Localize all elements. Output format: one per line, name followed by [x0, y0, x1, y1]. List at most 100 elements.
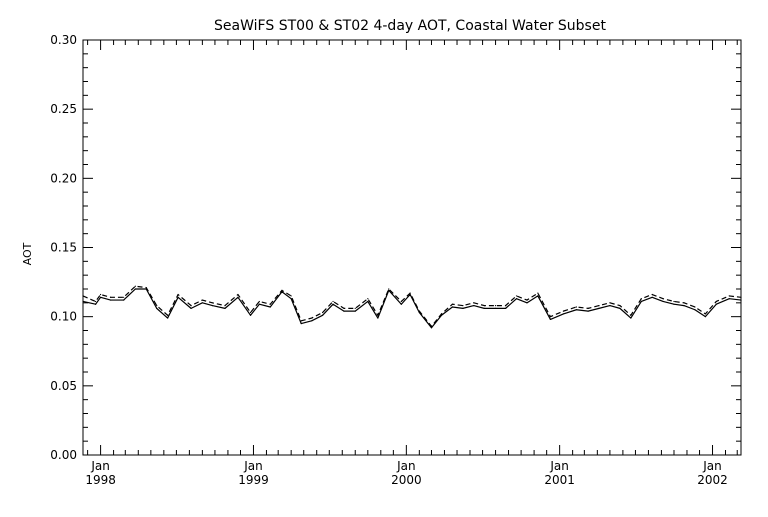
data-point-dashed: [211, 302, 214, 304]
y-tick-label: 0.20: [50, 171, 77, 185]
data-point-dashed: [526, 299, 528, 301]
data-point-dashed: [224, 305, 226, 307]
data-point-dashed: [598, 305, 600, 307]
data-point-dashed: [290, 295, 292, 297]
data-point-dashed: [249, 311, 252, 314]
x-tick-month-label: Jan: [549, 459, 569, 473]
x-tick-year-label: 2002: [697, 473, 728, 487]
data-point-solid: [94, 303, 97, 305]
data-point-solid: [575, 309, 577, 311]
data-point-dashed: [683, 302, 685, 304]
data-point-solid: [430, 327, 433, 329]
data-point-solid: [515, 298, 518, 300]
data-point-dashed: [156, 305, 158, 307]
data-point-solid: [715, 303, 717, 305]
data-point-solid: [526, 302, 528, 304]
data-point-dashed: [400, 300, 402, 303]
data-point-solid: [311, 320, 313, 322]
data-point-solid: [156, 307, 158, 309]
data-point-solid: [451, 306, 454, 308]
data-point-solid: [354, 310, 356, 312]
y-tick-label: 0.05: [50, 379, 77, 393]
data-point-dashed: [462, 305, 464, 307]
data-point-dashed: [123, 296, 125, 298]
data-point-dashed: [332, 300, 334, 303]
data-point-dashed: [494, 305, 497, 307]
data-point-dashed: [587, 307, 589, 309]
data-point-dashed: [201, 299, 203, 301]
data-point-dashed: [110, 296, 112, 298]
x-tick-month-label: Jan: [702, 459, 722, 473]
y-tick-label: 0.30: [50, 33, 77, 47]
y-tick-label: 0.00: [50, 448, 77, 462]
data-point-solid: [177, 296, 179, 298]
data-point-dashed: [673, 300, 675, 303]
data-point-solid: [110, 299, 112, 301]
data-point-dashed: [430, 325, 433, 327]
chart-title: SeaWiFS ST00 & ST02 4-day AOT, Coastal W…: [214, 18, 606, 34]
data-point-dashed: [321, 311, 324, 314]
data-point-solid: [462, 307, 464, 309]
data-point-dashed: [134, 285, 136, 287]
data-point-solid: [123, 299, 125, 301]
data-point-solid: [673, 303, 675, 305]
y-tick-label: 0.10: [50, 310, 77, 324]
data-point-dashed: [237, 293, 239, 296]
data-point-dashed: [549, 316, 552, 318]
data-point-dashed: [440, 313, 443, 315]
x-tick-month-label: Jan: [243, 459, 263, 473]
data-point-dashed: [662, 298, 664, 300]
data-point-solid: [211, 305, 214, 307]
data-point-dashed: [167, 314, 169, 316]
data-point-dashed: [483, 305, 485, 307]
data-point-dashed: [651, 293, 653, 296]
data-point-solid: [704, 316, 706, 318]
x-tick-month-label: Jan: [90, 459, 110, 473]
x-tick-year-label: 1999: [238, 473, 269, 487]
data-point-solid: [237, 296, 239, 298]
data-point-dashed: [575, 306, 577, 308]
data-point-dashed: [281, 289, 283, 291]
data-point-solid: [740, 299, 742, 301]
data-point-solid: [473, 305, 475, 307]
data-point-dashed: [630, 314, 632, 316]
data-point-solid: [201, 302, 203, 304]
chart-marks: 0.000.050.100.150.200.250.30Jan1998Jan19…: [50, 33, 742, 487]
data-point-solid: [332, 303, 334, 305]
data-point-dashed: [619, 305, 621, 307]
data-point-dashed: [609, 302, 611, 304]
data-point-dashed: [367, 298, 369, 300]
data-point-dashed: [562, 310, 565, 312]
data-point-dashed: [99, 293, 102, 296]
data-point-solid: [598, 307, 600, 309]
data-point-solid: [190, 307, 192, 309]
data-point-solid: [549, 318, 552, 321]
data-point-solid: [619, 307, 621, 309]
data-point-solid: [537, 295, 539, 297]
data-point-solid: [82, 300, 84, 303]
data-point-solid: [134, 288, 136, 290]
data-point-solid: [99, 296, 102, 298]
data-point-solid: [694, 309, 696, 311]
data-point-solid: [290, 298, 292, 300]
data-point-dashed: [418, 310, 420, 312]
data-point-solid: [609, 305, 611, 307]
data-point-dashed: [715, 300, 717, 303]
data-point-solid: [249, 314, 252, 316]
series-line-solid: [82, 288, 742, 329]
data-point-solid: [630, 317, 632, 319]
x-tick-month-label: Jan: [396, 459, 416, 473]
data-point-dashed: [473, 302, 475, 304]
data-point-solid: [400, 303, 402, 305]
data-point-dashed: [728, 295, 730, 297]
x-tick-year-label: 2001: [544, 473, 575, 487]
data-point-solid: [300, 322, 302, 325]
data-point-dashed: [145, 287, 147, 289]
data-point-solid: [587, 310, 589, 312]
data-point-dashed: [451, 303, 454, 305]
data-point-dashed: [300, 320, 302, 322]
data-point-dashed: [740, 296, 742, 298]
data-point-dashed: [354, 307, 356, 309]
